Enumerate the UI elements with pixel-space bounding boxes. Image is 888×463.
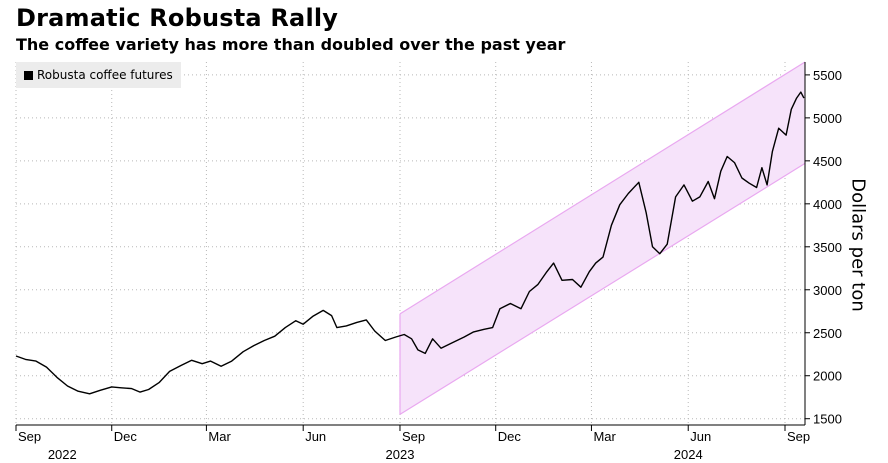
channel-upper-line — [399, 61, 806, 315]
y-tick-label: 1500 — [813, 412, 842, 427]
x-year-label: 2024 — [674, 447, 703, 462]
x-tick-label: Mar — [593, 429, 616, 444]
channel-lower-line — [399, 162, 806, 415]
x-year-label: 2023 — [386, 447, 415, 462]
y-tick-label: 5000 — [813, 111, 842, 126]
x-tick-label: Sep — [18, 429, 41, 444]
chart-subtitle: The coffee variety has more than doubled… — [16, 35, 566, 54]
legend-label: Robusta coffee futures — [37, 68, 173, 82]
x-tick-label: Mar — [208, 429, 231, 444]
x-tick-label: Sep — [787, 429, 810, 444]
x-tick-label: Dec — [114, 429, 138, 444]
x-tick-label: Dec — [498, 429, 522, 444]
y-tick-label: 4500 — [813, 154, 842, 169]
x-tick-label: Jun — [305, 429, 326, 444]
x-tick-label: Sep — [402, 429, 425, 444]
x-tick-label: Jun — [690, 429, 711, 444]
y-tick-label: 3500 — [813, 240, 842, 255]
chart-title: Dramatic Robusta Rally — [16, 4, 339, 32]
y-tick-label: 2000 — [813, 369, 842, 384]
legend-swatch — [24, 70, 33, 80]
trend-channel — [399, 62, 805, 415]
series-line-robusta — [15, 91, 805, 395]
x-year-label: 2022 — [48, 447, 77, 462]
y-tick-label: 4000 — [813, 197, 842, 212]
y-tick-label: 5500 — [813, 68, 842, 83]
y-tick-label: 3000 — [813, 283, 842, 298]
legend: Robusta coffee futures — [16, 62, 181, 88]
y-tick-label: 2500 — [813, 326, 842, 341]
y-axis-label: Dollars per ton — [847, 178, 869, 312]
